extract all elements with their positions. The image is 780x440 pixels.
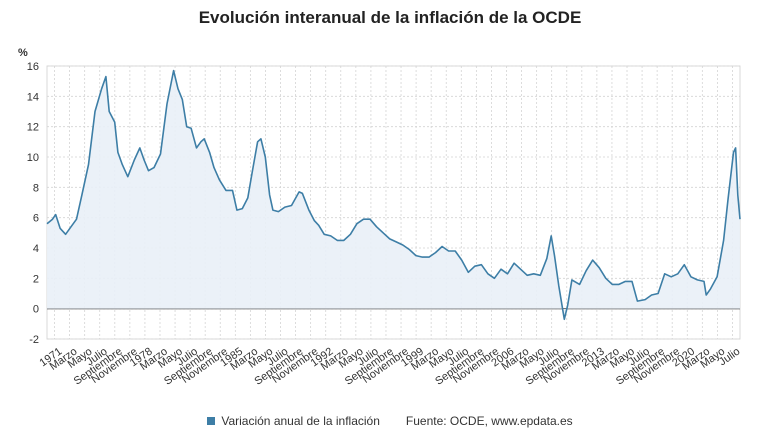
y-tick-label: 14 [27, 91, 39, 103]
y-tick-label: 8 [33, 182, 39, 194]
y-tick-label: 4 [33, 243, 39, 255]
y-tick-label: 16 [27, 61, 39, 73]
y-tick-label: -2 [29, 334, 39, 346]
legend-series-label: Variación anual de la inflación [221, 414, 380, 428]
y-tick-label: 10 [27, 152, 39, 164]
y-axis-label: % [18, 47, 28, 59]
series-area [47, 70, 740, 320]
y-tick-label: 12 [27, 122, 39, 134]
legend-swatch [207, 416, 216, 425]
legend: Variación anual de la inflación Fuente: O… [0, 414, 780, 428]
chart-title: Evolución interanual de la inflación de … [198, 8, 582, 27]
source-note: Fuente: OCDE, www.epdata.es [405, 414, 573, 428]
y-tick-label: 0 [33, 304, 39, 316]
series-line [46, 69, 741, 321]
y-tick-label: 2 [33, 273, 39, 285]
y-tick-label: 6 [33, 213, 39, 225]
